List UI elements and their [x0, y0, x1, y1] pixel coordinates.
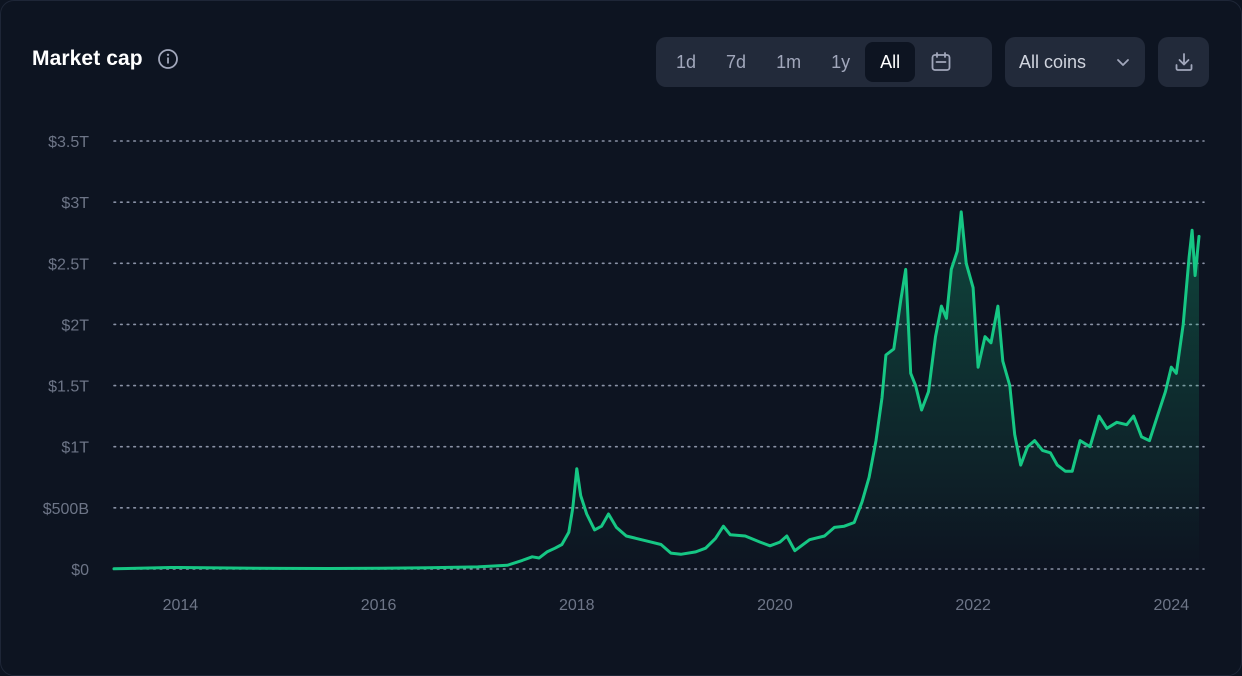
coin-filter-dropdown[interactable]: All coins	[1005, 37, 1145, 87]
range-1m-button[interactable]: 1m	[761, 42, 816, 82]
date-range-button[interactable]	[915, 42, 967, 82]
market-cap-line	[112, 210, 1201, 571]
download-button[interactable]	[1158, 37, 1209, 87]
chart-header: Market cap	[32, 47, 179, 71]
coin-filter-value: All coins	[1019, 51, 1087, 72]
info-icon[interactable]	[157, 48, 179, 70]
y-tick-label: $500B	[43, 501, 89, 518]
y-tick-label: $3.5T	[48, 134, 89, 151]
x-tick-label: 2020	[757, 597, 793, 614]
download-icon	[1175, 53, 1192, 71]
x-tick-label: 2018	[559, 597, 595, 614]
range-1y-button[interactable]: 1y	[816, 42, 865, 82]
y-tick-label: $3T	[61, 195, 89, 212]
x-tick-label: 2016	[361, 597, 397, 614]
x-tick-label: 2014	[163, 597, 199, 614]
y-tick-label: $0	[71, 562, 89, 579]
x-axis-ticks: 2014 2016 2018 2020 2022 2024	[163, 597, 1190, 614]
chevron-down-icon	[1117, 59, 1129, 66]
range-1d-button[interactable]: 1d	[661, 42, 711, 82]
range-7d-button[interactable]: 7d	[711, 42, 761, 82]
market-cap-area	[114, 211, 1199, 569]
time-range-selector: 1d 7d 1m 1y All	[656, 37, 992, 87]
y-tick-label: $2T	[61, 317, 89, 334]
range-all-button[interactable]: All	[865, 42, 916, 82]
y-tick-label: $2.5T	[48, 256, 89, 273]
chart-title: Market cap	[32, 47, 143, 70]
y-axis-ticks: $0 $500B $1T $1.5T $2T $2.5T $3T $3.5T	[43, 134, 89, 579]
x-tick-label: 2022	[955, 597, 991, 614]
y-tick-label: $1.5T	[48, 379, 89, 396]
x-tick-label: 2024	[1154, 597, 1190, 614]
y-tick-label: $1T	[61, 440, 89, 457]
calendar-icon	[931, 52, 951, 71]
